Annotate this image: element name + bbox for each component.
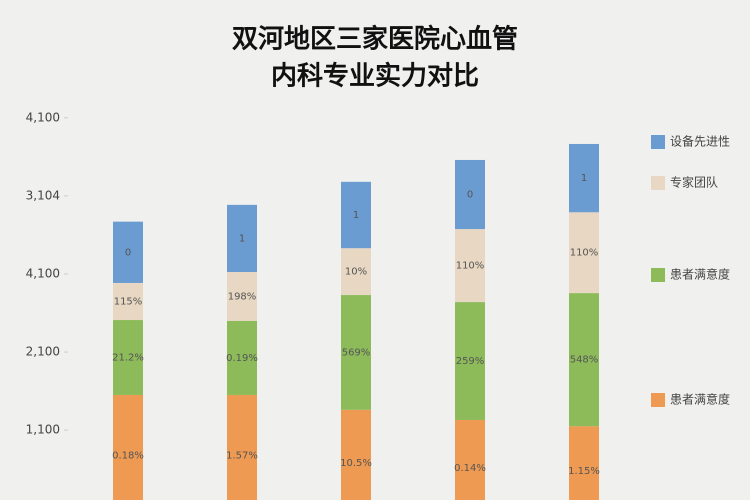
legend-label: 专家团队 xyxy=(670,175,718,190)
bar-segment xyxy=(113,221,143,283)
bar-segment xyxy=(341,248,371,296)
data-label: 0 xyxy=(125,247,131,258)
legend-swatch xyxy=(651,393,665,407)
data-label: 10% xyxy=(345,267,367,278)
bar-segment xyxy=(341,409,371,500)
bar-segment xyxy=(341,181,371,249)
legend-label: 患者满意度 xyxy=(670,267,730,282)
data-label: 110% xyxy=(570,248,599,259)
data-label: 110% xyxy=(456,261,485,272)
legend-label: 设备先进性 xyxy=(670,135,730,149)
data-label: 115% xyxy=(114,296,143,307)
data-label: 0.19% xyxy=(226,353,258,364)
bar-segment xyxy=(569,143,599,213)
y-tick-label: 1,100 xyxy=(26,423,60,437)
data-label: 1 xyxy=(239,233,245,244)
data-label: 0.14% xyxy=(454,463,486,474)
bar-segment xyxy=(455,419,485,500)
data-label: 198% xyxy=(228,291,257,302)
legend-swatch xyxy=(651,135,665,149)
bar-segment xyxy=(569,212,599,294)
legend-swatch xyxy=(651,268,665,282)
chart-title: 内科专业实力对比 xyxy=(271,61,479,92)
bar-segment xyxy=(227,204,257,273)
bar-segment xyxy=(569,426,599,500)
bar-segment xyxy=(227,394,257,500)
data-label: 10.5% xyxy=(340,458,372,469)
legend-swatch xyxy=(651,176,665,190)
data-label: 259% xyxy=(456,356,485,367)
y-tick-label: 4,100 xyxy=(26,110,60,124)
data-label: 548% xyxy=(570,355,599,366)
data-label: 1.15% xyxy=(568,466,600,477)
bar-segment xyxy=(455,159,485,230)
bar-segment xyxy=(227,320,257,395)
bar-segment xyxy=(455,302,485,420)
y-tick-label: 2,100 xyxy=(26,345,60,359)
data-label: 1 xyxy=(353,210,359,221)
bar-segment xyxy=(455,229,485,303)
data-label: 21.2% xyxy=(112,353,144,364)
bar-segment xyxy=(113,320,143,395)
data-label: 0 xyxy=(467,190,473,201)
data-label: 1 xyxy=(581,173,587,184)
bar-segment xyxy=(569,293,599,427)
data-label: 0.18% xyxy=(112,450,144,461)
bar-segment xyxy=(113,282,143,321)
y-tick-label: 4,100 xyxy=(26,266,60,280)
y-tick-label: 3,104 xyxy=(26,188,60,202)
legend-label: 患者满意度 xyxy=(670,392,730,407)
data-label: 569% xyxy=(342,347,371,358)
data-label: 1.57% xyxy=(226,450,258,461)
chart-title: 双河地区三家医院心血管 xyxy=(232,24,518,55)
bar-segment xyxy=(113,394,143,500)
bar-segment xyxy=(341,295,371,410)
bar-segment xyxy=(227,272,257,321)
